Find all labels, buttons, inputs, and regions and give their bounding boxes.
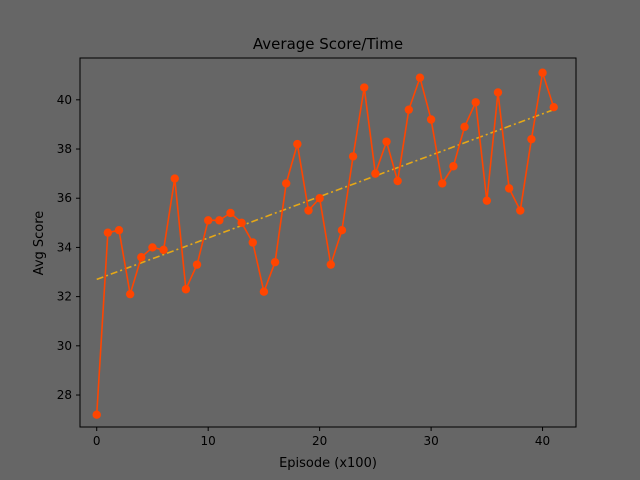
data-point [170, 174, 179, 183]
data-point [516, 206, 525, 215]
x-tick-label: 10 [201, 434, 216, 448]
data-point [549, 103, 558, 112]
x-tick-label: 40 [535, 434, 550, 448]
y-tick-label: 34 [57, 240, 72, 254]
chart-title: Average Score/Time [253, 35, 403, 53]
y-tick-label: 30 [57, 339, 72, 353]
y-tick-label: 36 [57, 191, 72, 205]
data-point [226, 208, 235, 218]
x-tick-label: 0 [93, 434, 101, 448]
data-point [415, 73, 425, 82]
plot-area: 0 10 20 30 40 28 30 32 34 36 38 40 [57, 57, 577, 448]
data-point [438, 179, 447, 188]
x-tick-label: 20 [312, 434, 327, 448]
data-point [137, 253, 146, 262]
data-point [259, 287, 269, 296]
data-point [125, 289, 135, 299]
data-point [304, 206, 313, 215]
data-point [504, 184, 514, 193]
data-point [426, 115, 436, 124]
data-point [493, 88, 503, 97]
data-point [282, 179, 291, 188]
y-tick-label: 32 [57, 290, 72, 304]
data-point [248, 238, 257, 247]
data-point [203, 216, 213, 225]
y-tick-label: 40 [57, 93, 72, 107]
data-point [360, 83, 369, 92]
data-point [538, 68, 547, 77]
data-point [382, 137, 391, 146]
data-point [103, 228, 113, 237]
x-axis-label: Episode (x100) [279, 456, 377, 471]
data-point [237, 218, 246, 228]
data-point [449, 162, 458, 171]
data-point [215, 216, 224, 225]
data-point [181, 285, 191, 294]
data-point [348, 152, 358, 161]
data-point [92, 410, 101, 419]
y-axis-label: Avg Score [32, 211, 47, 276]
data-point [270, 257, 280, 267]
data-point [114, 226, 124, 235]
data-point [404, 105, 414, 114]
data-point [393, 176, 402, 186]
data-point [460, 122, 469, 132]
data-point [293, 139, 302, 149]
data-point [192, 260, 202, 269]
trend-line [96, 108, 554, 281]
data-point [315, 194, 324, 203]
data-point [148, 243, 157, 252]
data-point [527, 134, 536, 144]
series-line [95, 72, 555, 415]
data-point [337, 226, 347, 235]
data-point [482, 196, 492, 205]
axes-frame [79, 57, 577, 428]
data-point [471, 98, 480, 107]
y-tick-label: 28 [57, 388, 72, 402]
data-point [371, 169, 380, 178]
x-tick-label: 30 [423, 434, 438, 448]
data-point [159, 245, 168, 255]
y-tick-label: 38 [57, 142, 72, 156]
data-point [326, 260, 335, 269]
